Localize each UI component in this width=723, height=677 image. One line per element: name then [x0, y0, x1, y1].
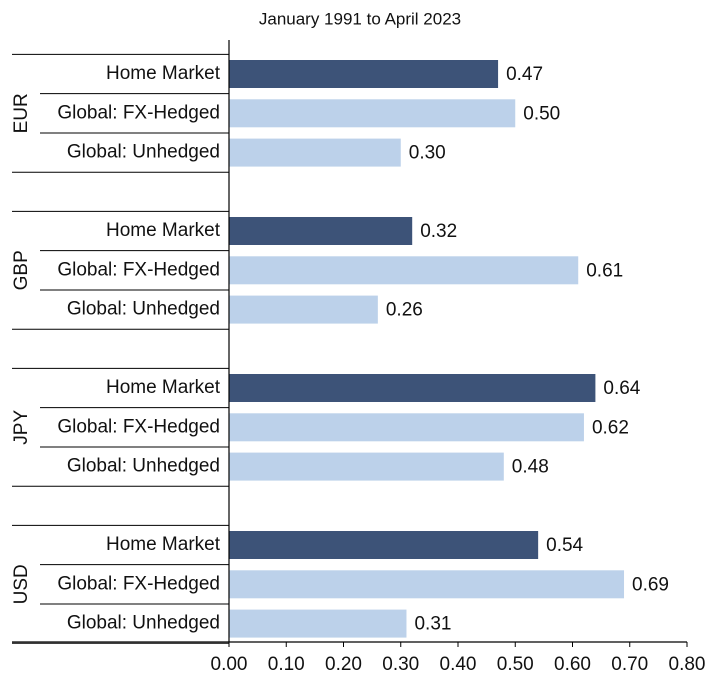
value-label: 0.26 — [386, 300, 423, 321]
category-label: Global: Unhedged — [67, 142, 220, 163]
group-label: USD — [11, 564, 32, 604]
value-label: 0.32 — [420, 221, 457, 242]
value-label: 0.61 — [586, 260, 623, 281]
bar — [229, 570, 625, 599]
x-tick-label: 0.00 — [211, 654, 248, 675]
value-label: 0.50 — [523, 103, 560, 124]
x-tick-label: 0.50 — [497, 654, 534, 675]
bar — [229, 531, 539, 559]
bar — [229, 60, 499, 88]
category-label: Home Market — [106, 377, 221, 398]
bar — [229, 217, 413, 245]
bar — [229, 609, 407, 638]
value-label: 0.69 — [632, 574, 669, 595]
bar — [229, 138, 401, 167]
group-label: JPY — [11, 410, 32, 445]
bar — [229, 452, 504, 481]
x-tick-label: 0.30 — [382, 654, 419, 675]
value-label: 0.54 — [546, 535, 583, 556]
x-tick-label: 0.10 — [268, 654, 305, 675]
x-tick-label: 0.70 — [611, 654, 648, 675]
category-label: Global: Unhedged — [67, 456, 220, 477]
value-label: 0.62 — [592, 417, 629, 438]
category-label: Home Market — [106, 534, 221, 555]
value-label: 0.31 — [414, 614, 451, 635]
category-label: Global: FX-Hedged — [57, 573, 220, 594]
chart-title: January 1991 to April 2023 — [259, 9, 461, 28]
category-label: Global: FX-Hedged — [57, 416, 220, 437]
group-label: EUR — [11, 93, 32, 133]
value-label: 0.64 — [603, 378, 640, 399]
bar — [229, 295, 378, 324]
category-label: Home Market — [106, 220, 221, 241]
x-tick-label: 0.80 — [669, 654, 706, 675]
value-label: 0.48 — [512, 457, 549, 478]
bar — [229, 413, 584, 442]
category-label: Home Market — [106, 63, 221, 84]
category-label: Global: Unhedged — [67, 613, 220, 634]
group-label: GBP — [11, 250, 32, 290]
bar — [229, 374, 596, 402]
x-tick-label: 0.60 — [554, 654, 591, 675]
bar — [229, 99, 516, 128]
value-label: 0.30 — [409, 143, 446, 164]
category-label: Global: FX-Hedged — [57, 259, 220, 280]
value-label: 0.47 — [506, 64, 543, 85]
x-tick-label: 0.40 — [440, 654, 477, 675]
category-label: Global: Unhedged — [67, 299, 220, 320]
bar — [229, 256, 579, 285]
x-tick-label: 0.20 — [325, 654, 362, 675]
category-label: Global: FX-Hedged — [57, 102, 220, 123]
